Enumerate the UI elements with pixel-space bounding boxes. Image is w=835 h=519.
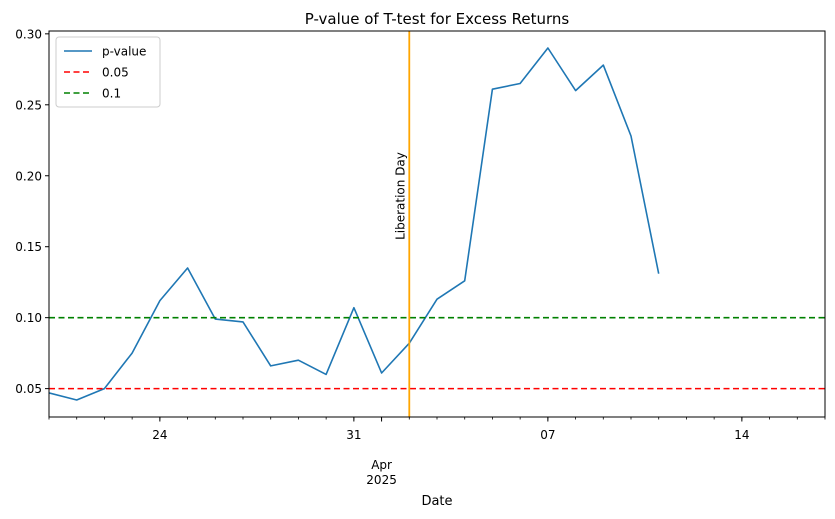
chart-title: P-value of T-test for Excess Returns bbox=[305, 10, 570, 28]
y-tick-label: 0.25 bbox=[15, 98, 42, 112]
y-axis: 0.05 0.10 0.15 0.20 0.25 0.30 bbox=[15, 27, 49, 396]
x-tick-label: 31 bbox=[346, 428, 361, 442]
plot-frame bbox=[48, 30, 826, 418]
y-tick-label: 0.10 bbox=[15, 311, 42, 325]
legend-entry: 0.1 bbox=[102, 87, 121, 101]
event-label: Liberation Day bbox=[393, 152, 407, 240]
x-tick-label: 24 bbox=[152, 428, 167, 442]
y-tick-label: 0.15 bbox=[15, 240, 42, 254]
x-month-label: Apr bbox=[371, 458, 392, 472]
x-tick-label: 14 bbox=[734, 428, 749, 442]
y-tick-label: 0.30 bbox=[15, 27, 42, 41]
x-tick-label: 07 bbox=[540, 428, 555, 442]
plot-area: Liberation Day bbox=[48, 30, 826, 418]
legend-entry: 0.05 bbox=[102, 66, 129, 80]
x-axis-label: Date bbox=[421, 494, 452, 509]
legend-entry: p-value bbox=[102, 45, 146, 59]
x-year-label: 2025 bbox=[366, 473, 397, 487]
series-line-p-value bbox=[49, 47, 660, 401]
y-tick-label: 0.20 bbox=[15, 169, 42, 183]
legend-box bbox=[55, 36, 161, 108]
y-tick-label: 0.05 bbox=[15, 382, 42, 396]
legend: p-value 0.05 0.1 bbox=[55, 36, 161, 108]
